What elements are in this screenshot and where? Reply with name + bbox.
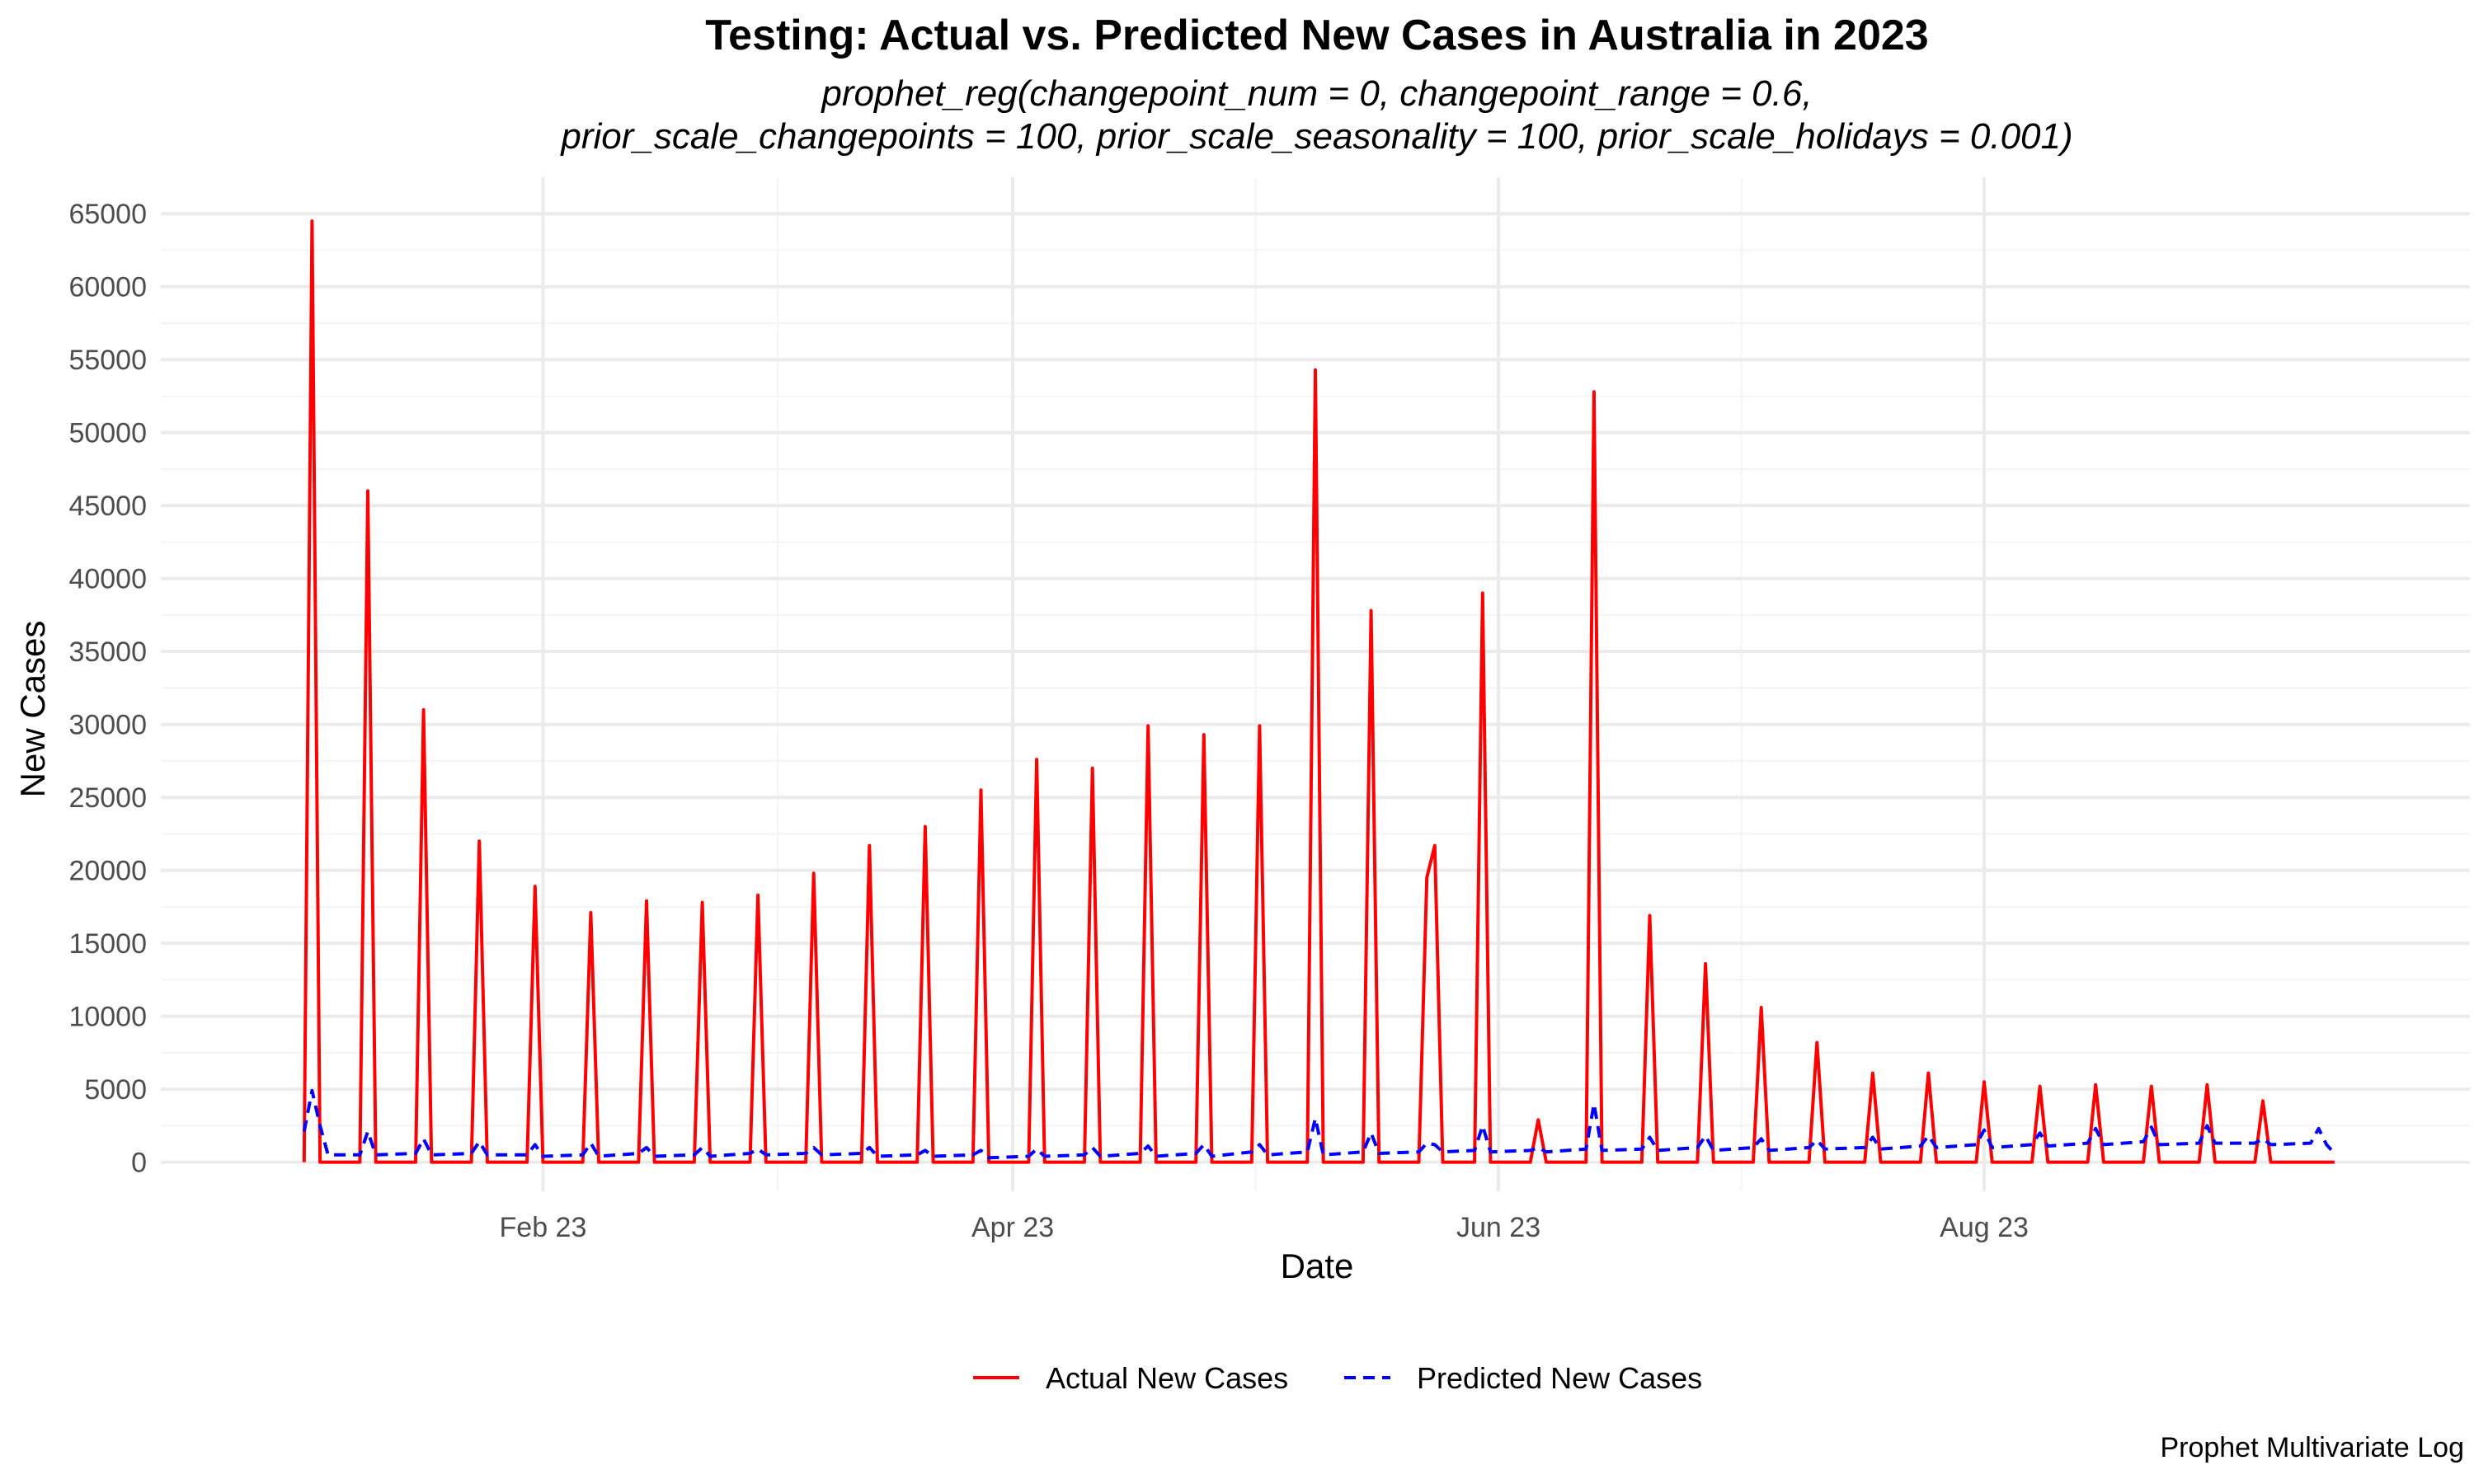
series-line-actual bbox=[302, 219, 2335, 1164]
x-axis-title: Date bbox=[1281, 1247, 1354, 1285]
y-tick-label: 35000 bbox=[68, 636, 147, 668]
y-tick-label: 50000 bbox=[68, 418, 147, 449]
y-tick-label: 30000 bbox=[68, 710, 147, 741]
grid bbox=[161, 177, 2470, 1191]
legend-label-actual: Actual New Cases bbox=[1046, 1361, 1288, 1395]
y-axis-ticks: 0 5000 10000 15000 20000 25000 30000 35000 40000… bbox=[68, 199, 147, 1178]
x-tick-label: Apr 23 bbox=[971, 1212, 1054, 1243]
y-tick-label: 45000 bbox=[68, 491, 147, 522]
series-layer bbox=[302, 219, 2336, 1164]
y-tick-label: 40000 bbox=[68, 564, 147, 595]
chart-title: Testing: Actual vs. Predicted New Cases … bbox=[705, 12, 1928, 59]
legend-label-predicted: Predicted New Cases bbox=[1417, 1361, 1702, 1395]
chart-subtitle-line-1: prophet_reg(changepoint_num = 0, changep… bbox=[820, 73, 1812, 114]
y-tick-label: 15000 bbox=[68, 928, 147, 960]
legend: Actual New Cases Predicted New Cases bbox=[973, 1361, 1702, 1395]
y-axis-title: New Cases bbox=[13, 621, 52, 798]
y-tick-label: 20000 bbox=[68, 856, 147, 887]
chart-caption: Prophet Multivariate Log bbox=[2160, 1432, 2464, 1463]
x-axis-ticks: Feb 23 Apr 23 Jun 23 Aug 23 bbox=[500, 1212, 2029, 1243]
chart-subtitle-line-2: prior_scale_changepoints = 100, prior_sc… bbox=[559, 116, 2072, 157]
y-tick-label: 25000 bbox=[68, 782, 147, 814]
y-tick-label: 10000 bbox=[68, 1002, 147, 1033]
series-line-predicted bbox=[302, 1088, 2336, 1160]
y-tick-label: 0 bbox=[131, 1148, 147, 1179]
x-tick-label: Jun 23 bbox=[1456, 1212, 1540, 1243]
x-tick-label: Feb 23 bbox=[500, 1212, 587, 1243]
y-tick-label: 65000 bbox=[68, 199, 147, 230]
y-tick-label: 5000 bbox=[84, 1074, 147, 1106]
x-tick-label: Aug 23 bbox=[1940, 1212, 2029, 1243]
y-tick-label: 60000 bbox=[68, 272, 147, 303]
y-tick-label: 55000 bbox=[68, 345, 147, 376]
